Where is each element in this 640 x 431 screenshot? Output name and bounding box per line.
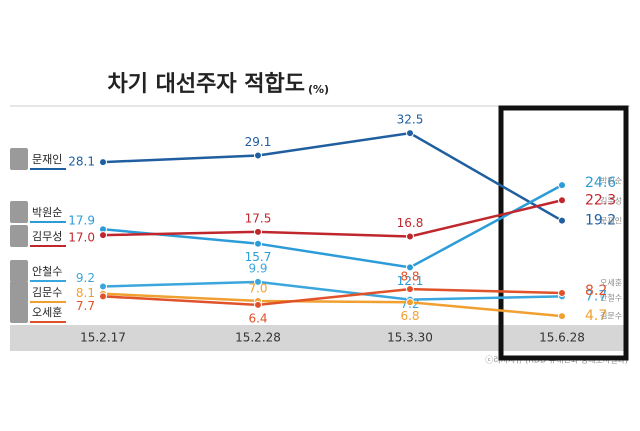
data-label: 7.7 bbox=[585, 288, 607, 304]
legend-label: 문재인 bbox=[32, 153, 62, 166]
data-point bbox=[558, 196, 566, 205]
data-label: 32.5 bbox=[397, 113, 424, 127]
legend-label: 안철수 bbox=[32, 265, 62, 278]
x-tick-label: 15.3.30 bbox=[387, 331, 433, 345]
x-axis-band bbox=[10, 325, 628, 351]
data-point bbox=[99, 231, 107, 240]
data-label: 9.2 bbox=[76, 271, 95, 285]
legend-photo bbox=[10, 148, 28, 170]
series-line bbox=[102, 131, 563, 222]
data-point bbox=[406, 285, 414, 294]
legend-photo bbox=[10, 301, 28, 323]
data-point bbox=[99, 158, 107, 167]
data-label: 15.7 bbox=[245, 250, 272, 264]
data-label: 9.9 bbox=[248, 261, 267, 275]
data-label: 19.2 bbox=[585, 213, 616, 229]
end-label: 김문수 bbox=[600, 311, 622, 321]
legend-label: 김무성 bbox=[32, 230, 62, 243]
data-point bbox=[406, 298, 414, 307]
legend-label: 박원순 bbox=[32, 206, 62, 219]
data-point bbox=[558, 312, 566, 321]
legend-photo bbox=[10, 281, 28, 303]
series-line bbox=[102, 280, 563, 301]
data-point bbox=[254, 300, 262, 309]
data-label: 6.8 bbox=[400, 309, 419, 323]
data-point bbox=[406, 232, 414, 241]
data-label: 7.0 bbox=[248, 281, 267, 295]
data-label: 17.9 bbox=[68, 214, 95, 228]
data-point bbox=[254, 227, 262, 236]
series-line bbox=[102, 292, 563, 318]
end-label: 오세훈 bbox=[600, 278, 622, 288]
data-label: 4.7 bbox=[585, 308, 607, 324]
chart-title: 차기 대선주자 적합도 bbox=[108, 71, 305, 97]
legend-photo bbox=[10, 225, 28, 247]
x-tick-label: 15.2.28 bbox=[235, 331, 281, 345]
data-label: 8.1 bbox=[76, 286, 95, 300]
data-point bbox=[254, 277, 262, 286]
data-label: 17.5 bbox=[245, 211, 272, 225]
data-label: 24.6 bbox=[585, 175, 616, 191]
series-line bbox=[102, 184, 563, 269]
end-label: 김무성 bbox=[600, 196, 622, 206]
data-label: 6.4 bbox=[248, 311, 267, 325]
data-label: 12.1 bbox=[397, 274, 424, 288]
data-point bbox=[406, 129, 414, 138]
legend-photo bbox=[10, 260, 28, 282]
data-label: 8.8 bbox=[400, 270, 419, 284]
data-label: 17.0 bbox=[68, 231, 95, 245]
data-point bbox=[254, 239, 262, 248]
highlight-box bbox=[498, 105, 629, 361]
data-label: 8.2 bbox=[585, 283, 607, 299]
legend-label: 오세훈 bbox=[32, 306, 62, 319]
end-label: 문재인 bbox=[600, 216, 622, 226]
legend-photo bbox=[10, 201, 28, 223]
series-line bbox=[102, 199, 563, 238]
data-label: 28.1 bbox=[68, 155, 95, 169]
data-point bbox=[558, 181, 566, 190]
data-point bbox=[406, 263, 414, 272]
data-point bbox=[254, 151, 262, 160]
series-line bbox=[102, 287, 563, 307]
data-point bbox=[99, 292, 107, 301]
data-label: 16.8 bbox=[397, 216, 424, 230]
data-label: 7.7 bbox=[76, 299, 95, 313]
data-label: 22.3 bbox=[585, 192, 616, 208]
x-tick-label: 15.2.17 bbox=[80, 331, 126, 345]
data-point bbox=[558, 216, 566, 225]
end-label: 박원순 bbox=[600, 176, 622, 186]
data-point bbox=[558, 289, 566, 298]
legend-label: 김문수 bbox=[32, 286, 62, 299]
data-label: 29.1 bbox=[245, 135, 272, 149]
end-label: 안철수 bbox=[600, 293, 622, 303]
data-point bbox=[99, 282, 107, 291]
unit-label: (%) bbox=[308, 83, 329, 96]
x-tick-label: 15.6.28 bbox=[539, 331, 585, 345]
